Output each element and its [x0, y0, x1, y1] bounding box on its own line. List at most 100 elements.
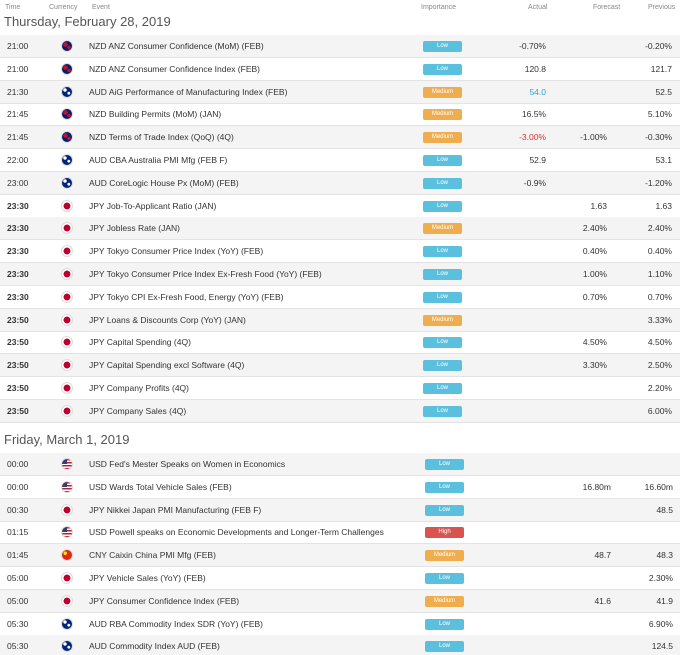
table-header: Time Currency Event Importance Actual Fo… — [0, 4, 680, 14]
day-title: Friday, March 1, 2019 — [4, 432, 130, 447]
event-name[interactable]: NZD Building Permits (MoM) (JAN) — [89, 109, 222, 119]
forecast-value: 0.70% — [582, 292, 607, 302]
table-row[interactable]: 23:50 JPY Capital Spending excl Software … — [0, 354, 680, 377]
event-name[interactable]: AUD CoreLogic House Px (MoM) (FEB) — [89, 178, 239, 188]
table-row[interactable]: 23:50 JPY Company Profits (4Q) Low 2.20% — [0, 377, 680, 400]
jp-flag-icon — [61, 382, 73, 394]
event-name[interactable]: JPY Capital Spending excl Software (4Q) — [89, 360, 245, 370]
jp-flag-icon — [61, 336, 73, 348]
previous-value: 2.50% — [647, 360, 672, 370]
previous-value: 1.10% — [647, 269, 672, 279]
event-name[interactable]: NZD ANZ Consumer Confidence Index (FEB) — [89, 64, 261, 74]
table-row[interactable]: 05:00 JPY Vehicle Sales (YoY) (FEB) Low 2.3… — [0, 567, 680, 590]
jp-flag-icon — [61, 200, 73, 212]
table-row[interactable]: 23:50 JPY Company Sales (4Q) Low 6.00% — [0, 400, 680, 423]
au-flag-icon — [61, 86, 73, 98]
importance-badge: High — [425, 527, 464, 538]
event-name[interactable]: AUD AiG Performance of Manufacturing Ind… — [89, 87, 288, 97]
table-row[interactable]: 21:30 AUD AiG Performance of Manufacturin… — [0, 81, 680, 104]
us-flag-icon — [61, 526, 73, 538]
table-row[interactable]: 21:00 NZD ANZ Consumer Confidence (MoM) (… — [0, 35, 680, 58]
table-row[interactable]: 00:30 JPY Nikkei Japan PMI Manufacturing … — [0, 499, 680, 522]
forecast-value: 4.50% — [582, 337, 607, 347]
table-row[interactable]: 21:45 NZD Building Permits (MoM) (JAN) Med… — [0, 103, 680, 126]
event-name[interactable]: AUD CBA Australia PMI Mfg (FEB F) — [89, 155, 228, 165]
actual-value: -3.00% — [519, 132, 546, 142]
forecast-value: 41.6 — [594, 596, 611, 606]
event-name[interactable]: CNY Caixin China PMI Mfg (FEB) — [89, 550, 216, 560]
event-name[interactable]: JPY Capital Spending (4Q) — [89, 337, 191, 347]
forecast-value: 1.63 — [590, 201, 607, 211]
event-name[interactable]: NZD Terms of Trade Index (QoQ) (4Q) — [89, 132, 234, 142]
event-time: 23:30 — [7, 223, 29, 233]
header-actual[interactable]: Actual — [528, 4, 548, 11]
previous-value: 2.30% — [648, 573, 673, 583]
table-row[interactable]: 23:30 JPY Jobless Rate (JAN) Medium 2.40% 2.… — [0, 217, 680, 240]
event-time: 05:30 — [7, 619, 29, 629]
table-row[interactable]: 23:30 JPY Tokyo Consumer Price Index Ex-F… — [0, 263, 680, 286]
table-row[interactable]: 05:30 AUD RBA Commodity Index SDR (YoY) (… — [0, 613, 680, 636]
event-name[interactable]: JPY Company Sales (4Q) — [89, 406, 187, 416]
importance-badge: Low — [425, 459, 464, 470]
cn-flag-icon — [61, 549, 73, 561]
table-row[interactable]: 01:15 USD Powell speaks on Economic Devel… — [0, 521, 680, 544]
event-time: 05:00 — [7, 573, 29, 583]
event-name[interactable]: JPY Jobless Rate (JAN) — [89, 223, 181, 233]
table-row[interactable]: 22:00 AUD CBA Australia PMI Mfg (FEB F) Lo… — [0, 149, 680, 172]
event-name[interactable]: JPY Vehicle Sales (YoY) (FEB) — [89, 573, 206, 583]
event-name[interactable]: USD Powell speaks on Economic Developmen… — [89, 527, 384, 537]
table-row[interactable]: 23:30 JPY Tokyo CPI Ex-Fresh Food, Energy… — [0, 286, 680, 309]
jp-flag-icon — [61, 359, 73, 371]
table-row[interactable]: 23:50 JPY Loans & Discounts Corp (YoY) (J… — [0, 309, 680, 332]
header-importance[interactable]: Importance — [421, 4, 457, 11]
importance-badge: Medium — [425, 550, 464, 561]
nz-flag-icon — [61, 108, 73, 120]
header-event[interactable]: Event — [92, 4, 110, 11]
table-row[interactable]: 23:30 JPY Tokyo Consumer Price Index (YoY… — [0, 240, 680, 263]
table-row[interactable]: 00:00 USD Wards Total Vehicle Sales (FEB)… — [0, 476, 680, 499]
header-previous[interactable]: Previous — [648, 4, 676, 11]
event-name[interactable]: AUD RBA Commodity Index SDR (YoY) (FEB) — [89, 619, 263, 629]
jp-flag-icon — [61, 222, 73, 234]
event-name[interactable]: USD Wards Total Vehicle Sales (FEB) — [89, 482, 232, 492]
previous-value: 48.3 — [656, 550, 673, 560]
importance-badge: Low — [423, 360, 462, 371]
table-row[interactable]: 05:30 AUD Commodity Index AUD (FEB) Low 124… — [0, 635, 680, 655]
header-forecast[interactable]: Forecast — [593, 4, 621, 11]
event-name[interactable]: JPY Tokyo CPI Ex-Fresh Food, Energy (YoY… — [89, 292, 284, 302]
forecast-value: 1.00% — [582, 269, 607, 279]
previous-value: -0.30% — [645, 132, 672, 142]
event-name[interactable]: JPY Tokyo Consumer Price Index (YoY) (FE… — [89, 246, 264, 256]
table-row[interactable]: 23:50 JPY Capital Spending (4Q) Low 4.50% 4.… — [0, 331, 680, 354]
event-name[interactable]: JPY Loans & Discounts Corp (YoY) (JAN) — [89, 315, 246, 325]
table-row[interactable]: 00:00 USD Fed's Mester Speaks on Women in… — [0, 453, 680, 476]
event-name[interactable]: JPY Nikkei Japan PMI Manufacturing (FEB … — [89, 505, 262, 515]
event-name[interactable]: JPY Company Profits (4Q) — [89, 383, 189, 393]
table-row[interactable]: 21:00 NZD ANZ Consumer Confidence Index (… — [0, 58, 680, 81]
event-name[interactable]: USD Fed's Mester Speaks on Women in Econ… — [89, 459, 286, 469]
table-row[interactable]: 05:00 JPY Consumer Confidence Index (FEB)… — [0, 590, 680, 613]
importance-badge: Low — [425, 573, 464, 584]
nz-flag-icon — [61, 63, 73, 75]
us-flag-icon — [61, 458, 73, 470]
table-row[interactable]: 23:00 AUD CoreLogic House Px (MoM) (FEB) L… — [0, 172, 680, 195]
event-time: 23:50 — [7, 406, 29, 416]
importance-badge: Medium — [425, 596, 464, 607]
header-currency[interactable]: Currency — [49, 4, 78, 11]
event-name[interactable]: JPY Tokyo Consumer Price Index Ex-Fresh … — [89, 269, 322, 279]
header-time[interactable]: Time — [5, 4, 21, 11]
table-row[interactable]: 01:45 CNY Caixin China PMI Mfg (FEB) Mediu… — [0, 544, 680, 567]
event-name[interactable]: AUD Commodity Index AUD (FEB) — [89, 641, 220, 651]
forecast-value: 48.7 — [594, 550, 611, 560]
table-row[interactable]: 23:30 JPY Job-To-Applicant Ratio (JAN) Low… — [0, 195, 680, 218]
event-name[interactable]: JPY Consumer Confidence Index (FEB) — [89, 596, 240, 606]
event-time: 23:50 — [7, 315, 29, 325]
event-name[interactable]: NZD ANZ Consumer Confidence (MoM) (FEB) — [89, 41, 264, 51]
event-time: 01:45 — [7, 550, 29, 560]
event-name[interactable]: JPY Job-To-Applicant Ratio (JAN) — [89, 201, 217, 211]
previous-value: 48.5 — [656, 505, 673, 515]
importance-badge: Low — [425, 505, 464, 516]
previous-value: 6.90% — [648, 619, 673, 629]
table-row[interactable]: 21:45 NZD Terms of Trade Index (QoQ) (4Q)… — [0, 126, 680, 149]
